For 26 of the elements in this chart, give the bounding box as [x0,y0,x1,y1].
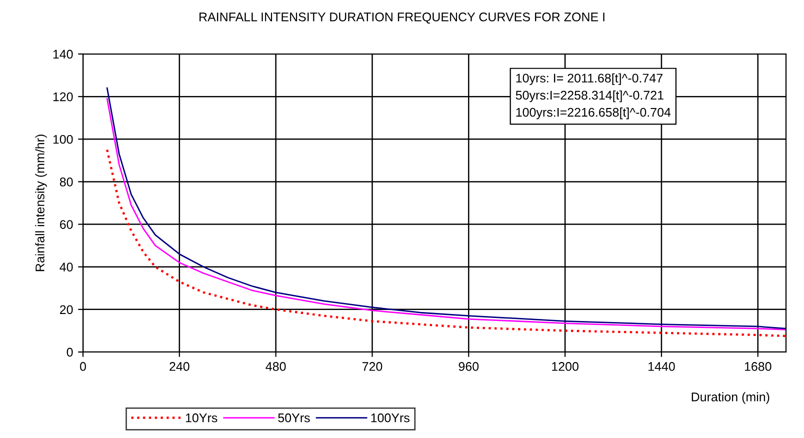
x-tick-label: 1440 [648,362,675,371]
legend-label: 100Yrs [371,413,410,422]
x-axis-title: Duration (min) [692,392,770,404]
x-tick-label: 0 [80,362,86,371]
annotation: 10yrs: I= 2011.68[t]^-0.747 [516,73,662,86]
chart-title: RAINFALL INTENSITY DURATION FREQUENCY CURVES FOR ZONE I [200,12,604,24]
x-tick-label: 720 [362,362,382,371]
legend-label: 10Yrs [186,413,218,422]
x-tick-label: 240 [170,362,190,371]
y-tick-label: 40 [60,262,73,272]
legend-label: 50Yrs [278,413,310,422]
y-axis-title: Rainfall intensity (mm/hr) [35,134,47,272]
x-tick-label: 480 [266,362,286,371]
annotation: 100yrs:I=2216.658[t]^-0.704 [516,108,671,120]
x-tick-label: 1680 [744,362,772,371]
y-tick-label: 60 [60,220,73,229]
y-tick-label: 140 [53,50,73,59]
y-tick-label: 80 [60,178,73,186]
x-tick-label: 960 [458,362,479,371]
y-tick-label: 20 [60,305,73,314]
x-tick-label: 1200 [552,362,578,371]
y-tick-label: 100 [53,134,73,144]
line-series [106,148,786,338]
annotation: 50yrs:I=2258.314[t]^-0.721 [516,90,664,102]
y-tick-label: 0 [66,348,73,357]
y-tick-label: 120 [53,92,73,102]
